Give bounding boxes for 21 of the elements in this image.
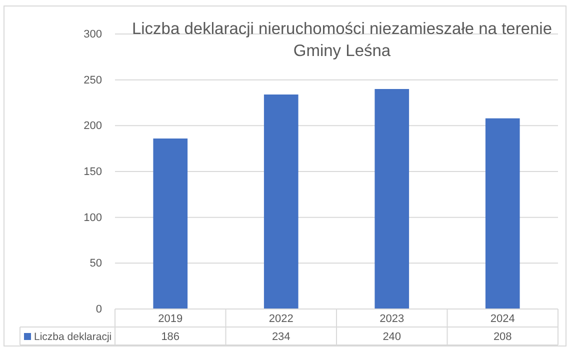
bar [485,118,520,309]
y-tick-label: 0 [96,304,102,316]
bar [264,94,298,309]
data-label: 186 [161,331,180,343]
bar [153,138,188,309]
x-tick-label: 2023 [380,313,404,325]
x-tick-label: 2019 [158,313,183,325]
x-tick-label: 2024 [490,313,515,325]
y-tick-label: 200 [84,120,102,132]
chart-title: Liczba deklaracji nieruchomości niezamieszałe na terenie Gminy Leśna [132,20,552,60]
y-tick-label: 50 [90,258,102,270]
y-tick-label: 300 [84,28,102,41]
data-label: 234 [272,331,290,343]
y-tick-label: 100 [84,212,102,224]
x-tick-label: 2022 [268,313,294,325]
y-tick-label: 250 [84,74,102,86]
legend-label: Liczba deklaracji [34,331,112,343]
bar [374,89,410,309]
data-label: 208 [493,331,512,343]
y-tick-label: 150 [84,166,102,178]
data-label: 240 [382,331,402,343]
